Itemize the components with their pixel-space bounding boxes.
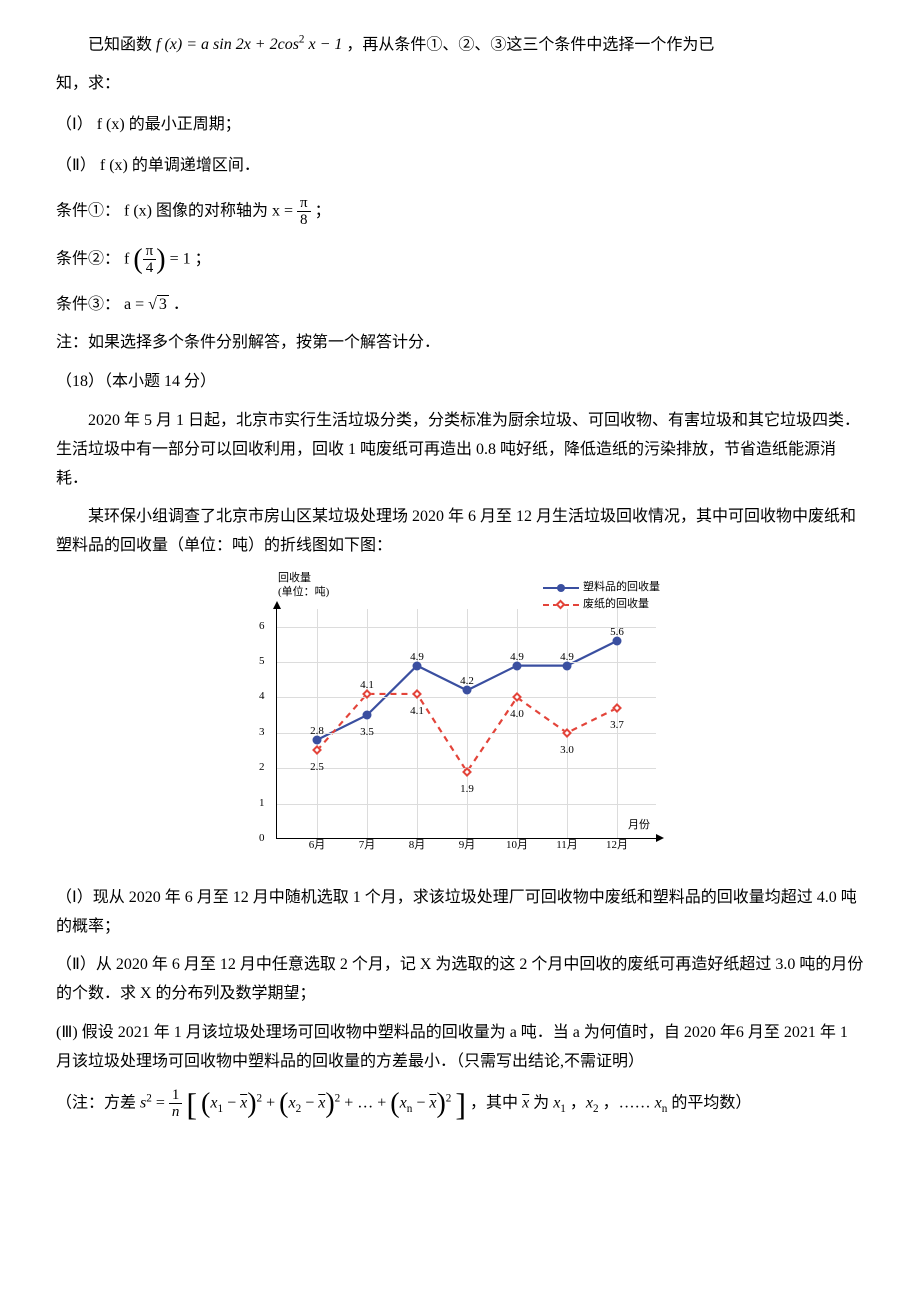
plastic-value-label: 4.9 [510,648,524,668]
line-chart: 回收量 (单位：吨) 月份 01234566月7月8月9月10月11月12月2.… [240,571,680,866]
paper-value-label: 4.0 [510,705,524,725]
legend-plastic: 塑料品的回收量 [543,579,660,597]
y-tick-label: 4 [259,687,265,707]
text: 已知函数 [88,36,156,53]
chart-container: 回收量 (单位：吨) 月份 01234566月7月8月9月10月11月12月2.… [56,571,864,866]
q18-variance-note: （注：方差 s2 = 1n [ (x1 − x)2 + (x2 − x)2 + … [56,1087,864,1121]
q18-p1: 2020 年 5 月 1 日起，北京市实行生活垃圾分类，分类标准为厨余垃圾、可回… [56,407,864,493]
x-tick-label: 12月 [606,836,628,856]
x-tick-label: 11月 [556,836,578,856]
x-tick-label: 10月 [506,836,528,856]
x-tick-label: 7月 [359,836,376,856]
paper-value-label: 1.9 [460,780,474,800]
paper-value-label: 3.0 [560,741,574,761]
plastic-value-label: 2.8 [310,722,324,742]
q17-part1: （Ⅰ） f (x) 的最小正周期； [56,111,864,140]
q18-sub2: （Ⅱ）从 2020 年 6 月至 12 月中任意选取 2 个月，记 X 为选取的… [56,951,864,1009]
q17-intro: 已知函数 f (x) = a sin 2x + 2cos2 x − 1 ，再从条… [56,30,864,60]
arrow-y-icon [273,601,281,609]
y-tick-label: 0 [259,829,265,849]
text: ，再从条件①、②、③这三个条件中选择一个作为已 [346,36,714,53]
y-tick-label: 2 [259,758,265,778]
y-tick-label: 1 [259,794,265,814]
x-tick-label: 6月 [309,836,326,856]
plastic-value-label: 4.9 [410,648,424,668]
plastic-value-label: 5.6 [610,623,624,643]
y-axis-title: 回收量 (单位：吨) [278,571,329,600]
x-tick-label: 9月 [459,836,476,856]
q17-cond3: 条件③： a = 3 ． [56,291,864,320]
y-tick-label: 6 [259,617,265,637]
q17-cond1: 条件①： f (x) 图像的对称轴为 x = π8 ； [56,195,864,229]
plastic-value-label: 4.2 [460,672,474,692]
y-tick-label: 3 [259,723,265,743]
q17-cond2: 条件②： f (π4) = 1 ； [56,243,864,277]
arrow-x-icon [656,834,664,842]
q17-note: 注：如果选择多个条件分别解答，按第一个解答计分． [56,329,864,358]
q18-p2: 某环保小组调查了北京市房山区某垃圾处理场 2020 年 6 月至 12 月生活垃… [56,503,864,561]
chart-legend: 塑料品的回收量 废纸的回收量 [543,579,660,614]
x-tick-label: 8月 [409,836,426,856]
q18-header: （18）（本小题 14 分） [56,368,864,397]
paper-value-label: 4.1 [410,702,424,722]
plot-area: 月份 01234566月7月8月9月10月11月12月2.83.54.94.24… [276,609,656,839]
paper-value-label: 3.7 [610,716,624,736]
plastic-point [363,711,372,720]
paper-value-label: 4.1 [360,676,374,696]
y-tick-label: 5 [259,652,265,672]
paper-value-label: 2.5 [310,758,324,778]
fx-expr: f (x) = a sin 2x + 2cos2 x − 1 [156,36,342,53]
legend-paper: 废纸的回收量 [543,596,660,614]
plastic-value-label: 4.9 [560,648,574,668]
q17-part2: （Ⅱ） f (x) 的单调递增区间． [56,152,864,181]
q18-sub3: (Ⅲ) 假设 2021 年 1 月该垃圾处理场可回收物中塑料品的回收量为 a 吨… [56,1019,864,1077]
q17-intro-2: 知，求： [56,70,864,99]
plastic-value-label: 3.5 [360,723,374,743]
q18-sub1: （Ⅰ）现从 2020 年 6 月至 12 月中随机选取 1 个月，求该垃圾处理厂… [56,884,864,942]
